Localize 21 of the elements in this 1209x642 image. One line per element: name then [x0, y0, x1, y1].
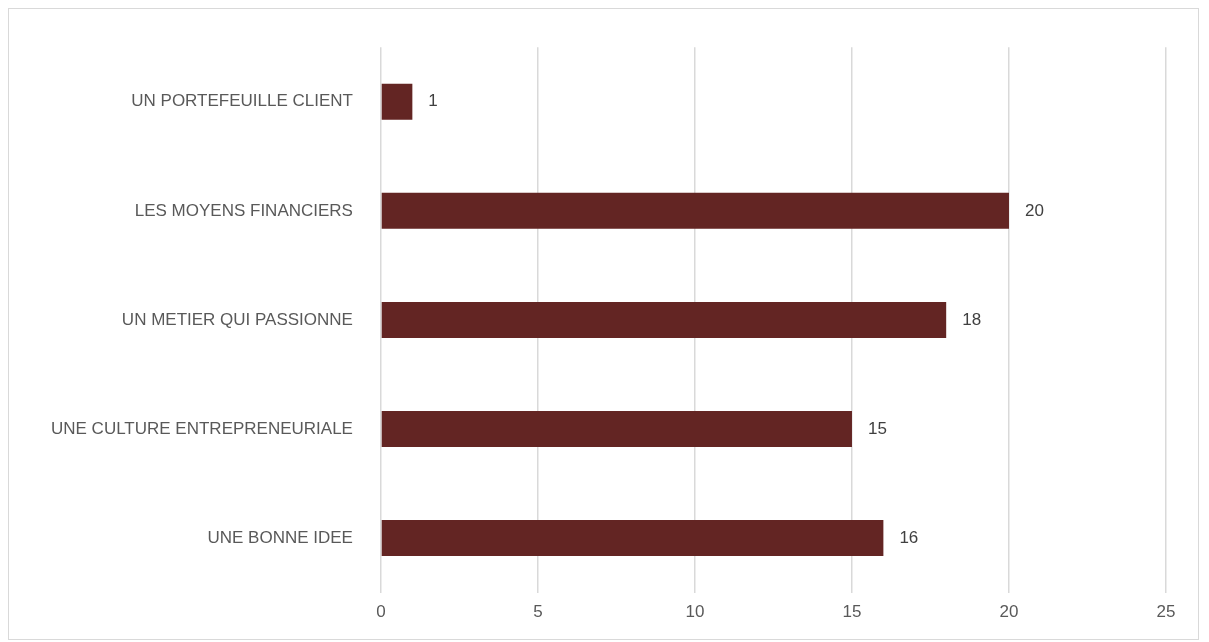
- x-tick-label: 10: [685, 602, 705, 622]
- x-tick-label: 15: [842, 602, 862, 622]
- y-tick-label: UN PORTEFEUILLE CLIENT: [131, 91, 353, 111]
- data-label: 1: [428, 91, 438, 111]
- data-label: 20: [1024, 200, 1044, 220]
- data-label: 16: [899, 527, 919, 547]
- x-tick-label: 20: [999, 602, 1019, 622]
- x-tick-label: 25: [1156, 602, 1176, 622]
- x-tick-label: 5: [533, 602, 543, 622]
- data-label: 15: [867, 418, 887, 438]
- data-label: 18: [962, 309, 982, 329]
- bar: [381, 192, 1009, 229]
- bar: [381, 301, 947, 338]
- bar: [381, 520, 884, 557]
- bar: [381, 83, 413, 120]
- y-tick-label: UN METIER QUI PASSIONNE: [121, 309, 353, 329]
- x-tick-label: 0: [376, 602, 386, 622]
- bar: [381, 410, 852, 447]
- y-tick-label: UNE BONNE IDEE: [207, 527, 353, 547]
- y-tick-label: LES MOYENS FINANCIERS: [134, 200, 353, 220]
- y-tick-label: UNE CULTURE ENTREPRENEURIALE: [50, 418, 353, 438]
